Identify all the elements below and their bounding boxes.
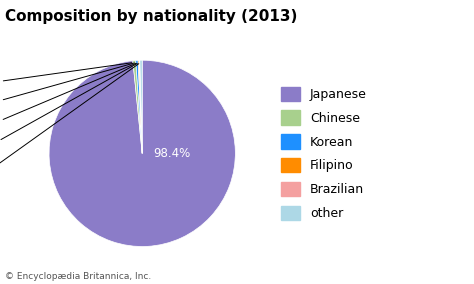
Wedge shape: [140, 60, 142, 153]
Text: 0.1%: 0.1%: [0, 63, 137, 154]
Legend: Japanese, Chinese, Korean, Filipino, Brazilian, other: Japanese, Chinese, Korean, Filipino, Bra…: [281, 87, 367, 220]
Text: 0.4%: 0.4%: [0, 63, 134, 110]
Text: 0.4%: 0.4%: [0, 64, 139, 179]
Text: 98.4%: 98.4%: [154, 147, 191, 160]
Text: © Encyclopædia Britannica, Inc.: © Encyclopædia Britannica, Inc.: [5, 272, 151, 281]
Wedge shape: [49, 60, 236, 247]
Wedge shape: [139, 60, 142, 153]
Text: 0.5%: 0.5%: [0, 63, 132, 89]
Wedge shape: [133, 60, 142, 153]
Text: Composition by nationality (2013): Composition by nationality (2013): [5, 9, 297, 24]
Text: 0.2%: 0.2%: [0, 63, 136, 132]
Wedge shape: [136, 60, 142, 153]
Wedge shape: [138, 60, 142, 153]
